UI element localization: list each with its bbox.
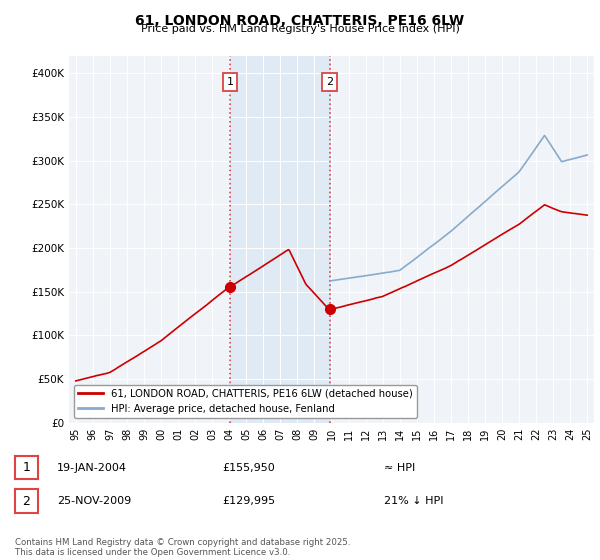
Legend: 61, LONDON ROAD, CHATTERIS, PE16 6LW (detached house), HPI: Average price, detac: 61, LONDON ROAD, CHATTERIS, PE16 6LW (de… xyxy=(74,385,417,418)
Text: Price paid vs. HM Land Registry's House Price Index (HPI): Price paid vs. HM Land Registry's House … xyxy=(140,24,460,34)
Text: 1: 1 xyxy=(227,77,233,87)
Text: £129,995: £129,995 xyxy=(222,496,275,506)
Text: 1: 1 xyxy=(22,461,31,474)
Text: 2: 2 xyxy=(22,494,31,508)
Text: 2: 2 xyxy=(326,77,334,87)
Text: Contains HM Land Registry data © Crown copyright and database right 2025.
This d: Contains HM Land Registry data © Crown c… xyxy=(15,538,350,557)
Text: 21% ↓ HPI: 21% ↓ HPI xyxy=(384,496,443,506)
Text: 25-NOV-2009: 25-NOV-2009 xyxy=(57,496,131,506)
Text: 61, LONDON ROAD, CHATTERIS, PE16 6LW: 61, LONDON ROAD, CHATTERIS, PE16 6LW xyxy=(136,14,464,28)
Bar xyxy=(230,56,330,423)
Text: ≈ HPI: ≈ HPI xyxy=(384,463,415,473)
Text: £155,950: £155,950 xyxy=(222,463,275,473)
Text: 19-JAN-2004: 19-JAN-2004 xyxy=(57,463,127,473)
